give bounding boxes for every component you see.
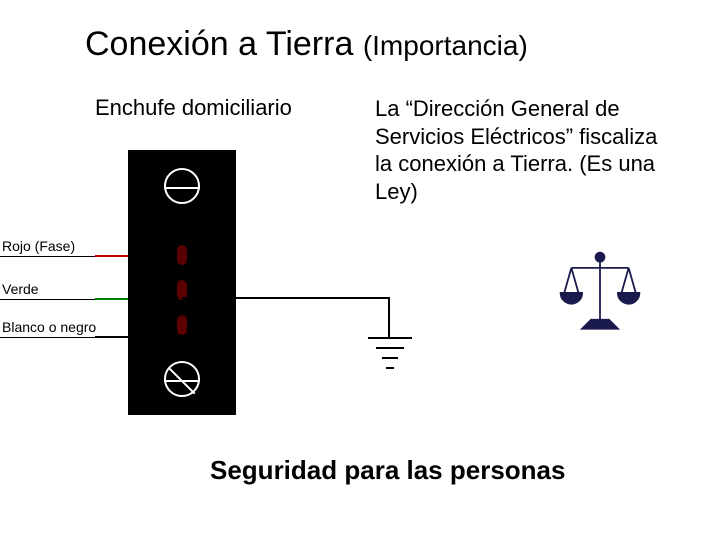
- ground-bar-1: [368, 337, 412, 339]
- socket-pin-3: [177, 315, 187, 335]
- slide: Conexión a Tierra (Importancia) Enchufe …: [0, 0, 720, 540]
- scales-icon: [555, 250, 645, 335]
- ground-bar-4: [386, 367, 394, 369]
- ground-bar-2: [376, 347, 404, 349]
- bottom-text: Seguridad para las personas: [210, 455, 565, 486]
- underline-blanco: [0, 337, 105, 338]
- paragraph: La “Dirección General de Servicios Eléct…: [375, 95, 665, 205]
- page-title: Conexión a Tierra (Importancia): [85, 25, 528, 64]
- label-blanco: Blanco o negro: [0, 319, 105, 335]
- label-rojo: Rojo (Fase): [0, 238, 95, 254]
- hole-top-bar: [164, 187, 200, 189]
- title-sub: (Importancia): [363, 30, 528, 61]
- socket-pin-1: [177, 245, 187, 265]
- socket-hole-top: [164, 168, 200, 204]
- socket: [128, 150, 236, 415]
- underline-verde: [0, 299, 95, 300]
- label-verde: Verde: [0, 281, 95, 297]
- title-main: Conexión a Tierra: [85, 25, 353, 63]
- ground-drop: [388, 297, 390, 337]
- socket-hole-bottom: [164, 361, 200, 397]
- subtitle: Enchufe domiciliario: [95, 95, 292, 121]
- underline-rojo: [0, 256, 95, 257]
- ground-wire: [182, 297, 390, 299]
- ground-bar-3: [382, 357, 398, 359]
